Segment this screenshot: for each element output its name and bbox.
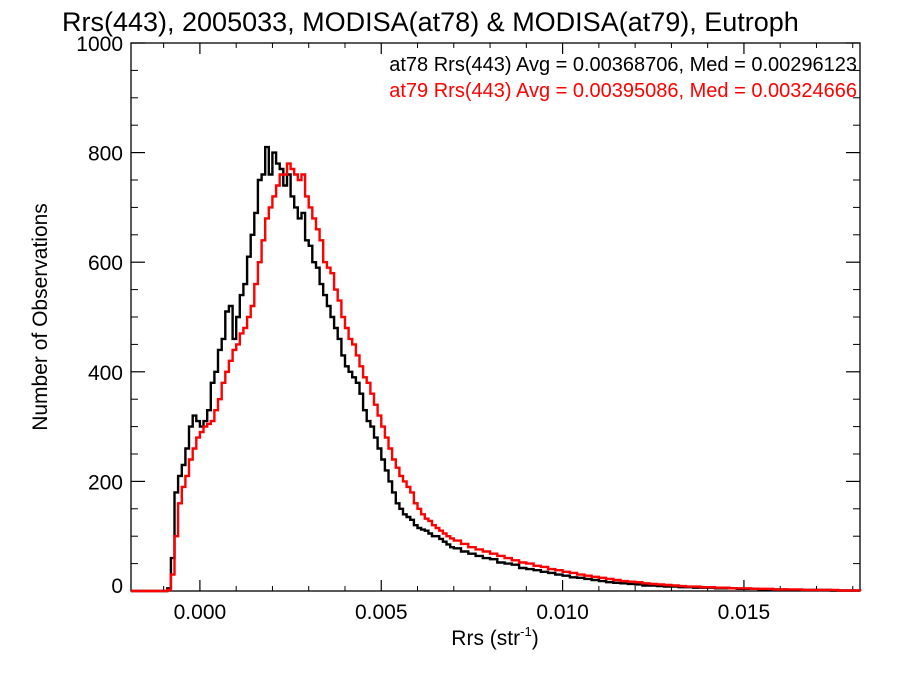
x-axis-label-sup: -1 bbox=[520, 624, 532, 639]
y-tick-label: 200 bbox=[88, 471, 123, 494]
x-axis-ticks: 0.000 0.005 0.010 0.015 bbox=[163, 43, 854, 624]
y-tick-label: 600 bbox=[88, 252, 123, 275]
legend-entry-at78: at78 Rrs(443) Avg = 0.00368706, Med = 0.… bbox=[389, 54, 857, 76]
series-line-at78 bbox=[131, 145, 862, 593]
legend-entry-at79: at79 Rrs(443) Avg = 0.00395086, Med = 0.… bbox=[389, 80, 857, 102]
y-tick-label: 1000 bbox=[76, 33, 123, 56]
y-axis-label: Number of Observations bbox=[29, 203, 52, 431]
y-tick-label: 0 bbox=[111, 575, 123, 598]
x-tick-label: 0.015 bbox=[718, 601, 771, 624]
y-axis-ticks: 0 200 400 600 800 1000 bbox=[76, 33, 860, 598]
x-tick-label: 0.010 bbox=[536, 601, 589, 624]
chart-title: Rrs(443), 2005033, MODISA(at78) & MODISA… bbox=[62, 7, 799, 37]
x-axis-label: Rrs (str-1) bbox=[451, 624, 538, 650]
y-tick-label: 400 bbox=[88, 362, 123, 385]
x-tick-label: 0.005 bbox=[355, 601, 408, 624]
series-line-at79 bbox=[131, 162, 862, 593]
x-axis-label-main: Rrs (str bbox=[451, 627, 520, 650]
series-layer bbox=[131, 145, 862, 593]
y-tick-label: 800 bbox=[88, 143, 123, 166]
x-tick-label: 0.000 bbox=[174, 601, 227, 624]
x-axis-label-close: ) bbox=[532, 627, 539, 650]
